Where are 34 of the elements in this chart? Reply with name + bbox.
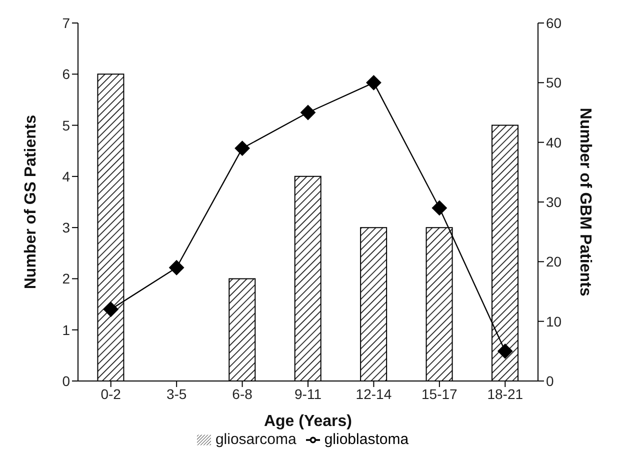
point — [366, 75, 382, 90]
y2-tick-label: 10 — [546, 313, 562, 330]
point — [498, 344, 513, 359]
point — [234, 140, 250, 156]
y-tick-label: 7 — [62, 14, 70, 31]
x-tick-label: 9-11 — [294, 386, 322, 402]
point — [169, 260, 184, 276]
x-tick-label: 3-5 — [166, 386, 187, 402]
y2-tick-label: 30 — [546, 194, 562, 210]
legend-label: glioblastoma — [324, 431, 409, 448]
y-tick-label: 5 — [62, 117, 70, 134]
y-tick-label: 3 — [62, 220, 70, 236]
y-tick-label: 0 — [62, 372, 70, 389]
x-tick-label: 0-2 — [100, 386, 122, 402]
y-axis-title: Number of GS Patients — [22, 114, 40, 290]
y2-tick-label: 40 — [546, 134, 562, 150]
x-axis-title: Age (Years) — [264, 413, 352, 430]
x-tick-label: 18-21 — [487, 386, 524, 402]
y2-tick-label: 20 — [546, 254, 562, 270]
y2-tick-label: 60 — [546, 14, 562, 31]
y-tick-label: 1 — [62, 322, 70, 338]
point — [103, 302, 118, 317]
point — [300, 105, 316, 120]
y-tick-label: 4 — [62, 168, 70, 184]
point — [432, 200, 447, 216]
x-tick-label: 6-8 — [232, 386, 253, 402]
x-tick-label: 12-14 — [356, 386, 392, 402]
x-tick-label: 15-17 — [422, 386, 458, 402]
y2-tick-label: 0 — [546, 372, 554, 389]
legend-label: gliosarcoma — [215, 431, 296, 448]
y-tick-label: 2 — [62, 270, 70, 287]
y2-axis-title: Number of GBM Patients — [576, 108, 594, 296]
y2-tick-label: 50 — [546, 74, 562, 91]
y-tick-label: 6 — [62, 66, 70, 82]
